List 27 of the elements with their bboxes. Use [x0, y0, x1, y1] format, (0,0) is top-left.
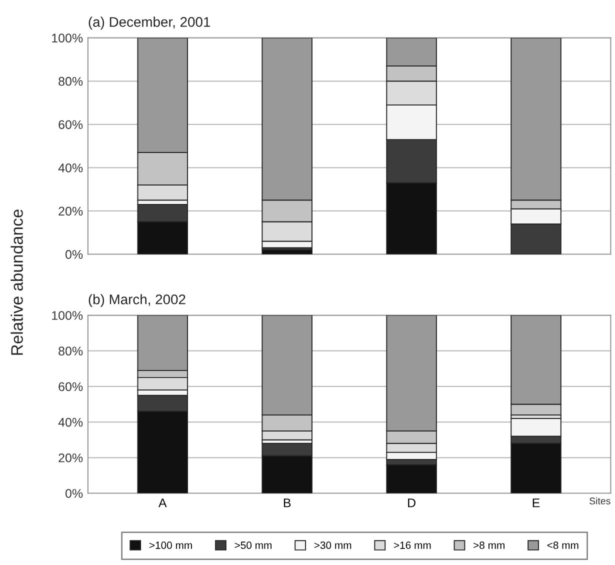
y-tick-label: 60% [58, 120, 83, 130]
legend-label: <8 mm [547, 542, 578, 549]
legend-label: >30 mm [314, 542, 352, 549]
y-tick-label: 80% [58, 76, 83, 86]
y-tick-label: 20% [58, 453, 83, 462]
y-tick-label: 100% [52, 311, 83, 320]
chart-title: (a) December, 2001 [88, 16, 210, 30]
y-tick-label: 40% [58, 418, 83, 427]
y-tick-label: 20% [58, 206, 83, 216]
y-tick-label: 100% [52, 34, 83, 43]
x-axis-title: Sites [590, 497, 610, 504]
x-tick-label: A [158, 498, 167, 508]
legend-label: >16 mm [394, 542, 431, 549]
x-tick-label: B [284, 498, 291, 508]
y-tick-label: 60% [58, 382, 83, 392]
y-tick-label: 0% [66, 250, 83, 259]
legend-label: >50 mm [234, 542, 272, 549]
legend-label: >8 mm [474, 542, 504, 549]
x-tick-label: D [408, 498, 416, 508]
y-tick-label: 0% [66, 489, 83, 498]
bar [386, 464, 437, 494]
legend-label: >100 mm [149, 542, 192, 549]
y-tick-label: 40% [58, 163, 83, 172]
y-axis-title: Relative abundance [10, 210, 23, 355]
chart-title: (b) March, 2002 [88, 294, 186, 308]
y-tick-label: 80% [58, 346, 83, 356]
x-tick-label: E [532, 498, 540, 508]
